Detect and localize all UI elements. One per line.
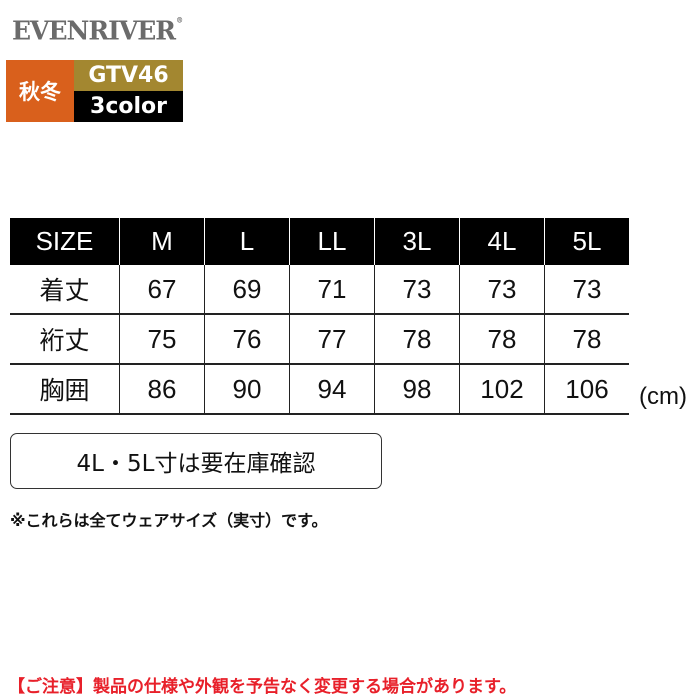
table-cell: 77 xyxy=(289,314,375,365)
header-size-3l: 3L xyxy=(374,218,460,265)
table-row: 裄丈 75 76 77 78 78 78 xyxy=(10,314,629,365)
header-size-ll: LL xyxy=(289,218,375,265)
table-cell: 90 xyxy=(204,364,290,415)
brand-logo: EVENRIVER® xyxy=(12,15,183,46)
registered-mark: ® xyxy=(176,15,183,25)
product-code: GTV46 xyxy=(74,60,183,91)
row-label: 裄丈 xyxy=(10,314,120,365)
table-cell: 71 xyxy=(289,265,375,315)
table-cell: 78 xyxy=(459,314,545,365)
table-cell: 73 xyxy=(374,265,460,315)
brand-name: EVENRIVER xyxy=(12,15,176,46)
row-label: 着丈 xyxy=(10,265,120,315)
table-cell: 75 xyxy=(119,314,205,365)
table-cell: 106 xyxy=(544,364,629,415)
table-cell: 94 xyxy=(289,364,375,415)
row-label: 胸囲 xyxy=(10,364,120,415)
table-cell: 102 xyxy=(459,364,545,415)
season-label: 秋冬 xyxy=(6,60,74,122)
table-cell: 67 xyxy=(119,265,205,315)
header-size-4l: 4L xyxy=(459,218,545,265)
unit-label: (cm) xyxy=(639,383,687,410)
header-size: SIZE xyxy=(10,218,120,265)
table-header-row: SIZE M L LL 3L 4L 5L xyxy=(10,218,629,265)
color-count: 3color xyxy=(74,91,183,122)
measurement-remark: ※これらは全てウェアサイズ（実寸）です。 xyxy=(10,511,328,530)
stock-note-box: 4L・5L寸は要在庫確認 xyxy=(10,433,382,489)
table-row: 着丈 67 69 71 73 73 73 xyxy=(10,265,629,315)
table-cell: 98 xyxy=(374,364,460,415)
table-cell: 73 xyxy=(544,265,629,315)
stock-note: 4L・5L寸は要在庫確認 xyxy=(76,451,316,477)
product-badge: 秋冬 GTV46 3color xyxy=(6,60,183,122)
size-table: SIZE M L LL 3L 4L 5L 着丈 67 69 71 73 73 73 裄丈 75 76 77 78 7… xyxy=(10,218,629,415)
table-cell: 78 xyxy=(544,314,629,365)
table-cell: 76 xyxy=(204,314,290,365)
header-size-5l: 5L xyxy=(544,218,629,265)
header-size-l: L xyxy=(204,218,290,265)
table-cell: 69 xyxy=(204,265,290,315)
caution-notice: 【ご注意】製品の仕様や外観を予告なく変更する場合があります。 xyxy=(8,677,517,697)
table-cell: 73 xyxy=(459,265,545,315)
table-row: 胸囲 86 90 94 98 102 106 xyxy=(10,364,629,415)
table-cell: 78 xyxy=(374,314,460,365)
header-size-m: M xyxy=(119,218,205,265)
table-cell: 86 xyxy=(119,364,205,415)
